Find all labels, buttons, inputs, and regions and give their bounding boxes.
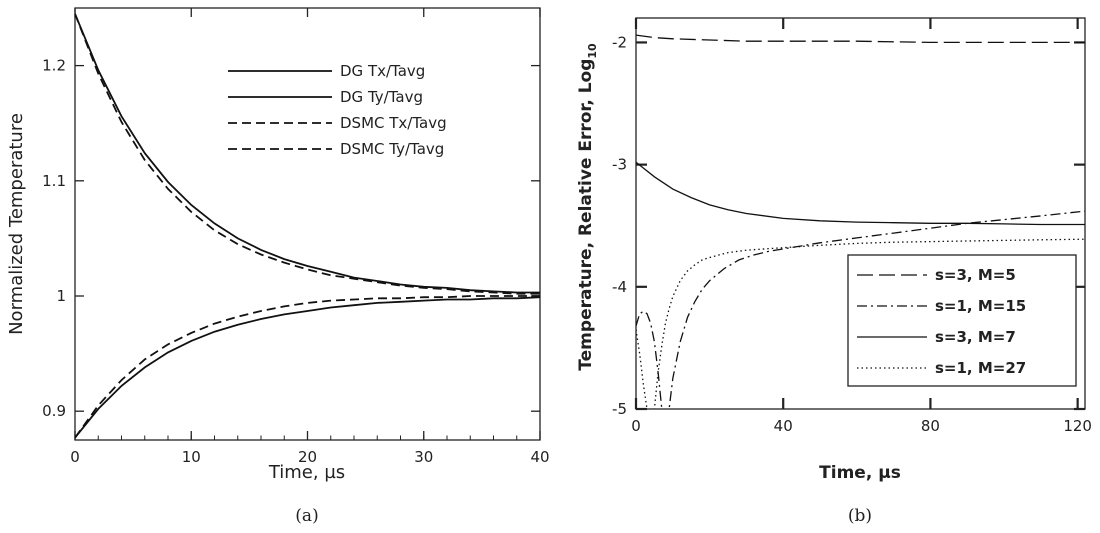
panel-a-legend-label-2: DG Ty/Tavg [340, 88, 423, 106]
panel-b-legend-label-3: s=3, M=7 [935, 328, 1016, 346]
panel-b-x-axis-title: Time, µs [819, 463, 901, 483]
panel-a-x-tick-label: 0 [70, 448, 80, 466]
panel-b-y-tick-label: -2 [612, 33, 627, 51]
svg-text:Temperature, Relative Error, L: Temperature, Relative Error, Log10 [576, 43, 599, 371]
panel-b-legend: s=3, M=5 s=1, M=15 s=3, M=7 s=1, M=27 [848, 255, 1076, 386]
panel-a-series-line-2 [75, 297, 540, 438]
panel-a-legend-label-1: DG Tx/Tavg [340, 62, 425, 80]
panel-a-y-tick-label: 1.2 [42, 57, 66, 75]
panel-b-y-tick-label: -5 [612, 400, 627, 418]
panel-a-x-axis-title: Time, µs [268, 462, 345, 483]
panel-a-tick-labels: 0 10 20 30 400.911.11.2 [42, 57, 549, 466]
panel-a-y-tick-label: 1.1 [42, 172, 66, 190]
panel-a-legend-label-3: DSMC Tx/Tavg [340, 114, 447, 132]
panel-a-x-tick-label: 40 [530, 448, 549, 466]
panel-a-ticks [75, 8, 540, 440]
panel-a-y-tick-label: 0.9 [42, 402, 66, 420]
panel-b-x-tick-label: 40 [774, 417, 793, 435]
panel-a-legend: DG Tx/Tavg DG Ty/Tavg DSMC Tx/Tavg DSMC Ty/… [228, 62, 447, 158]
panel-a-series-line-1 [75, 14, 540, 293]
panel-b-series-line-3 [636, 162, 1085, 224]
panel-a-legend-label-4: DSMC Ty/Tavg [340, 140, 444, 158]
panel-b-legend-label-1: s=3, M=5 [935, 266, 1016, 284]
panel-b-y-tick-label: -3 [612, 156, 627, 174]
panel-b-caption: (b) [848, 506, 872, 526]
panel-b-legend-label-2: s=1, M=15 [935, 297, 1026, 315]
panel-a-x-tick-label: 30 [414, 448, 433, 466]
panel-a-series [75, 14, 540, 438]
panel-b-y-axis-title-subscript: 10 [586, 43, 599, 59]
panel-b-y-axis-title-main: Temperature, Relative Error, Log [576, 59, 596, 371]
panel-a-caption: (a) [295, 506, 318, 526]
panel-b-x-tick-label: 80 [921, 417, 940, 435]
panel-b: 0 40 80 120-5-4-3-2 s=3, M=5s=1, M=15s=3, M… [576, 18, 1092, 526]
panel-a-y-tick-label: 1 [56, 287, 66, 305]
panel-b-x-tick-label: 120 [1063, 417, 1092, 435]
panel-b-x-tick-label: 0 [631, 417, 641, 435]
panel-b-legend-label-4: s=1, M=27 [935, 359, 1026, 377]
panel-b-y-axis-title: Temperature, Relative Error, Log10 [576, 43, 599, 371]
panel-a-y-axis-title: Normalized Temperature [6, 113, 27, 335]
panel-b-y-tick-label: -4 [612, 278, 627, 296]
panel-b-series-line-1 [636, 35, 1085, 42]
panel-a-plot-frame [75, 8, 540, 440]
panel-a-x-tick-label: 10 [182, 448, 201, 466]
